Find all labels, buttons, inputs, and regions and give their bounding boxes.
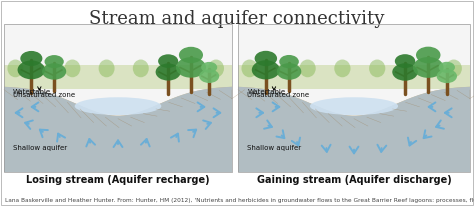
Polygon shape: [238, 87, 470, 172]
Ellipse shape: [199, 69, 219, 83]
Text: Stream and aquifer connectivity: Stream and aquifer connectivity: [89, 10, 385, 28]
Bar: [238, 24, 470, 172]
Ellipse shape: [446, 60, 462, 77]
Polygon shape: [4, 87, 232, 172]
Bar: [4, 66, 232, 89]
Ellipse shape: [8, 60, 23, 77]
Ellipse shape: [279, 55, 299, 68]
Ellipse shape: [241, 60, 258, 77]
Ellipse shape: [45, 55, 64, 68]
Ellipse shape: [437, 69, 457, 83]
Ellipse shape: [155, 63, 181, 81]
Ellipse shape: [310, 97, 398, 115]
Ellipse shape: [133, 60, 149, 77]
Ellipse shape: [334, 60, 350, 77]
Ellipse shape: [176, 57, 206, 78]
Ellipse shape: [395, 54, 415, 68]
Text: Unsaturated zone: Unsaturated zone: [13, 92, 75, 98]
Ellipse shape: [255, 51, 277, 66]
Bar: [238, 66, 470, 89]
Ellipse shape: [18, 60, 45, 79]
Text: Unsaturated zone: Unsaturated zone: [247, 92, 310, 98]
Ellipse shape: [392, 63, 418, 81]
Ellipse shape: [300, 60, 316, 77]
Ellipse shape: [413, 57, 444, 78]
Ellipse shape: [438, 62, 455, 73]
Text: Lana Baskerville and Heather Hunter. From: Hunter, HM (2012), 'Nutrients and her: Lana Baskerville and Heather Hunter. Fro…: [5, 198, 474, 203]
Ellipse shape: [20, 51, 42, 66]
Bar: [4, 24, 232, 172]
Ellipse shape: [201, 62, 217, 73]
Ellipse shape: [277, 63, 301, 80]
Ellipse shape: [42, 63, 66, 80]
Bar: [238, 24, 470, 172]
Ellipse shape: [252, 60, 280, 80]
Ellipse shape: [369, 60, 385, 77]
Ellipse shape: [179, 47, 203, 63]
Ellipse shape: [416, 47, 440, 63]
Text: Watertable: Watertable: [247, 89, 285, 95]
Text: Losing stream (Aquifer recharge): Losing stream (Aquifer recharge): [26, 175, 210, 185]
Polygon shape: [238, 87, 470, 172]
Ellipse shape: [158, 54, 178, 68]
Ellipse shape: [75, 97, 161, 115]
Text: Shallow aquifer: Shallow aquifer: [247, 145, 301, 151]
Text: Watertable: Watertable: [13, 89, 51, 95]
Text: Shallow aquifer: Shallow aquifer: [13, 145, 67, 151]
Ellipse shape: [64, 60, 81, 77]
Polygon shape: [4, 87, 232, 172]
Bar: [4, 24, 232, 172]
Text: Gaining stream (Aquifer discharge): Gaining stream (Aquifer discharge): [256, 175, 451, 185]
Ellipse shape: [99, 60, 115, 77]
Ellipse shape: [208, 60, 224, 77]
